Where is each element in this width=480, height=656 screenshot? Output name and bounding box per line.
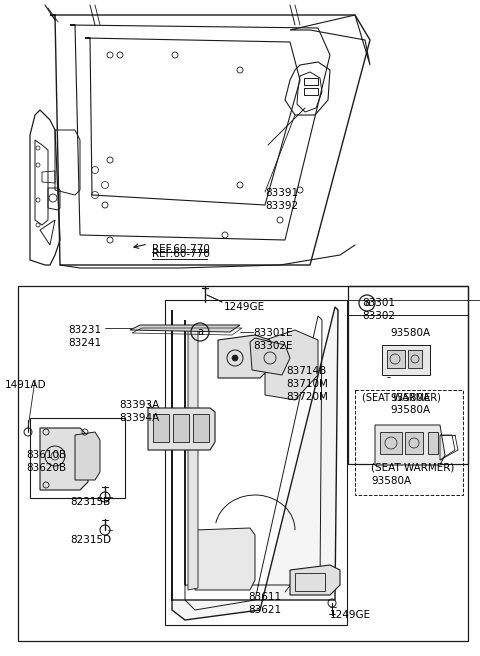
Polygon shape xyxy=(218,335,270,378)
Bar xyxy=(30,418,125,498)
Polygon shape xyxy=(172,307,338,620)
Bar xyxy=(380,432,402,454)
Text: 83301
83302: 83301 83302 xyxy=(362,298,395,321)
Text: 82315B: 82315B xyxy=(70,497,110,507)
Text: REF.60-770: REF.60-770 xyxy=(152,249,210,259)
Bar xyxy=(153,414,169,442)
Polygon shape xyxy=(382,345,430,375)
Polygon shape xyxy=(290,565,340,595)
Polygon shape xyxy=(195,528,255,590)
Bar xyxy=(408,350,422,368)
Bar xyxy=(304,78,318,85)
Text: a: a xyxy=(364,298,370,308)
Text: 1249GE: 1249GE xyxy=(224,302,265,312)
Text: 83610B
83620B: 83610B 83620B xyxy=(26,450,66,473)
Text: (SEAT WARMER)
93580A: (SEAT WARMER) 93580A xyxy=(371,463,455,486)
Polygon shape xyxy=(75,432,100,480)
Bar xyxy=(348,286,468,464)
Text: 83391
83392: 83391 83392 xyxy=(265,188,298,211)
Polygon shape xyxy=(375,425,445,465)
Text: 83393A
83394A: 83393A 83394A xyxy=(119,400,159,423)
Text: 93580A: 93580A xyxy=(390,393,430,403)
Text: 82315D: 82315D xyxy=(70,535,111,545)
Polygon shape xyxy=(188,325,198,590)
Text: 83301E
83302E: 83301E 83302E xyxy=(253,328,292,351)
Bar xyxy=(405,432,423,454)
Bar xyxy=(428,432,438,454)
Polygon shape xyxy=(40,428,88,490)
Text: 93580A: 93580A xyxy=(390,328,430,338)
Bar xyxy=(18,286,468,641)
Text: a: a xyxy=(197,327,203,337)
Text: (SEAT WARMER): (SEAT WARMER) xyxy=(362,393,441,403)
Bar xyxy=(355,390,463,495)
Polygon shape xyxy=(148,408,215,450)
Text: 83611
83621: 83611 83621 xyxy=(248,592,281,615)
Text: 83714B
83710M
83720M: 83714B 83710M 83720M xyxy=(286,366,328,401)
Polygon shape xyxy=(265,330,318,400)
Text: 83231
83241: 83231 83241 xyxy=(68,325,101,348)
Bar xyxy=(295,573,325,591)
Bar xyxy=(387,350,405,368)
Bar xyxy=(304,88,318,95)
Text: 1249GE: 1249GE xyxy=(330,610,371,620)
Circle shape xyxy=(232,355,238,361)
Bar xyxy=(173,414,189,442)
Text: REF.60-770: REF.60-770 xyxy=(152,244,210,254)
Bar xyxy=(165,300,347,625)
Text: 93580A: 93580A xyxy=(390,405,430,415)
Polygon shape xyxy=(130,325,240,332)
Bar xyxy=(193,414,209,442)
Text: 1491AD: 1491AD xyxy=(5,380,47,390)
Polygon shape xyxy=(250,338,290,375)
